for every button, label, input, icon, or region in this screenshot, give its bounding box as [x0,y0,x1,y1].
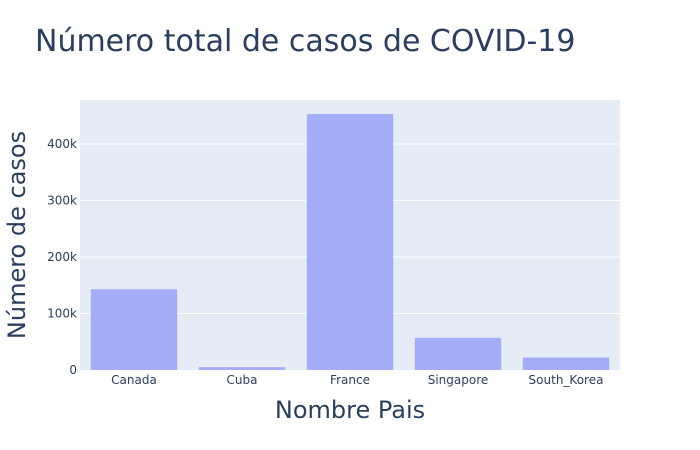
bar-cuba[interactable] [198,367,286,370]
bar-south-korea[interactable] [522,357,610,370]
x-tick-label: South_Korea [529,373,604,387]
x-axis-title: Nombre Pais [275,396,425,424]
y-tick-label: 300k [47,194,77,208]
y-tick-label: 200k [47,250,77,264]
y-tick-label: 0 [69,363,77,377]
y-tick-label: 100k [47,307,77,321]
bar-singapore[interactable] [414,337,502,370]
y-tick-label: 400k [47,137,77,151]
x-axis-ticks: Canada Cuba France Singapore South_Korea [111,373,603,387]
x-tick-label: France [330,373,370,387]
x-tick-label: Cuba [227,373,258,387]
bar-france[interactable] [306,114,394,370]
x-tick-label: Canada [111,373,157,387]
x-tick-label: Singapore [428,373,489,387]
y-axis-title: Número de casos [3,131,31,339]
y-axis-ticks: 0 100k 200k 300k 400k [47,137,77,377]
bars [90,114,610,370]
chart-title: Número total de casos de COVID-19 [35,24,575,59]
bar-canada[interactable] [90,289,178,370]
